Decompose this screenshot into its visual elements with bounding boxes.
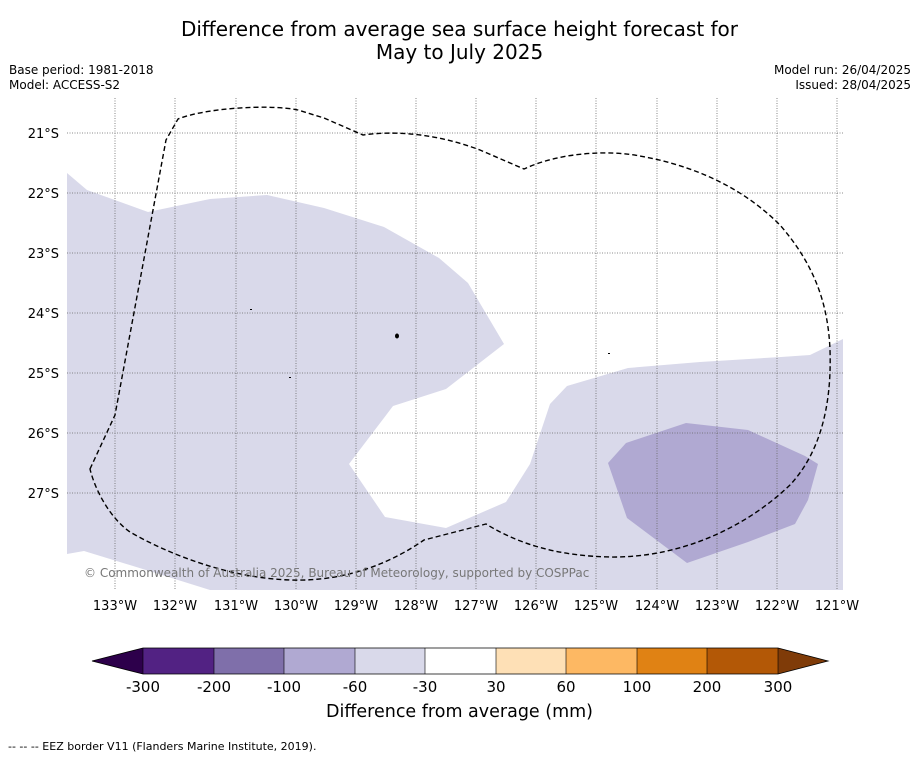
lat-label: 24°S xyxy=(28,307,59,322)
colorbar-extend-low xyxy=(92,648,143,674)
colorbar-segment xyxy=(143,648,214,674)
map-panel: © Commonwealth of Australia 2025, Bureau… xyxy=(67,98,843,590)
eez-border xyxy=(89,106,831,581)
island-marker xyxy=(289,377,291,378)
anomaly-region-medium xyxy=(608,423,818,563)
colorbar-segment xyxy=(284,648,355,674)
issued-text: Issued: 28/04/2025 xyxy=(795,78,911,92)
lat-label: 21°S xyxy=(28,127,59,142)
copyright-text: © Commonwealth of Australia 2025, Bureau… xyxy=(84,566,589,580)
map-title-line2: May to July 2025 xyxy=(375,40,544,64)
colorbar-tick-label: -30 xyxy=(413,678,438,696)
lon-label: 133°W xyxy=(93,599,137,614)
base-info: Base period: 1981-2018 Model: ACCESS-S2 xyxy=(9,63,154,93)
colorbar-extend-high xyxy=(778,648,828,674)
colorbar-tick-label: 300 xyxy=(764,678,793,696)
island-marker xyxy=(608,353,610,354)
colorbar-tick-label: -300 xyxy=(126,678,160,696)
colorbar-tick-label: -200 xyxy=(197,678,231,696)
longitude-labels: 133°W 132°W 131°W 130°W 129°W 128°W 127°… xyxy=(93,599,859,614)
colorbar-segment xyxy=(425,648,496,674)
colorbar: -300 -200 -100 -60 -30 30 60 100 200 300 xyxy=(91,647,830,696)
colorbar-tick-label: -60 xyxy=(343,678,368,696)
colorbar-tick-label: 100 xyxy=(623,678,652,696)
run-info: Model run: 26/04/2025 Issued: 28/04/2025 xyxy=(774,63,911,93)
lat-label: 26°S xyxy=(28,427,59,442)
lon-label: 130°W xyxy=(274,599,318,614)
longitude-gridlines xyxy=(114,98,838,590)
lon-label: 125°W xyxy=(574,599,618,614)
lat-label: 23°S xyxy=(28,247,59,262)
lon-label: 124°W xyxy=(635,599,679,614)
colorbar-segment xyxy=(637,648,707,674)
colorbar-segment xyxy=(214,648,284,674)
lat-label: 27°S xyxy=(28,487,59,502)
island-marker xyxy=(395,333,399,339)
lon-label: 123°W xyxy=(695,599,739,614)
latitude-labels: 21°S 22°S 23°S 24°S 25°S 26°S 27°S xyxy=(28,127,59,502)
lon-label: 122°W xyxy=(755,599,799,614)
colorbar-tick-labels: -300 -200 -100 -60 -30 30 60 100 200 300 xyxy=(126,678,792,696)
lon-label: 128°W xyxy=(394,599,438,614)
colorbar-label: Difference from average (mm) xyxy=(325,702,594,722)
colorbar-tick-label: -100 xyxy=(267,678,301,696)
lon-label: 127°W xyxy=(454,599,498,614)
colorbar-tick-label: 30 xyxy=(486,678,505,696)
colorbar-segment xyxy=(355,648,425,674)
lon-label: 121°W xyxy=(815,599,859,614)
base-period-text: Base period: 1981-2018 xyxy=(9,63,154,77)
lat-label: 22°S xyxy=(28,187,59,202)
island-markers xyxy=(250,309,610,378)
lon-label: 126°W xyxy=(514,599,558,614)
lon-label: 132°W xyxy=(153,599,197,614)
map-title-line1: Difference from average sea surface heig… xyxy=(180,17,739,41)
colorbar-segment xyxy=(707,648,778,674)
lat-label: 25°S xyxy=(28,367,59,382)
model-run-text: Model run: 26/04/2025 xyxy=(773,63,911,77)
colorbar-tick-label: 200 xyxy=(693,678,722,696)
colorbar-dividers xyxy=(142,648,779,674)
eez-footnote: -- -- -- EEZ border V11 (Flanders Marine… xyxy=(8,740,317,753)
island-marker xyxy=(250,309,252,310)
colorbar-tick-label: 60 xyxy=(556,678,575,696)
lon-label: 129°W xyxy=(334,599,378,614)
colorbar-segment xyxy=(496,648,566,674)
lon-label: 131°W xyxy=(214,599,258,614)
map-title: Difference from average sea surface heig… xyxy=(0,18,919,64)
model-text: Model: ACCESS-S2 xyxy=(9,78,121,92)
colorbar-segment xyxy=(566,648,637,674)
latitude-gridlines xyxy=(67,132,843,494)
